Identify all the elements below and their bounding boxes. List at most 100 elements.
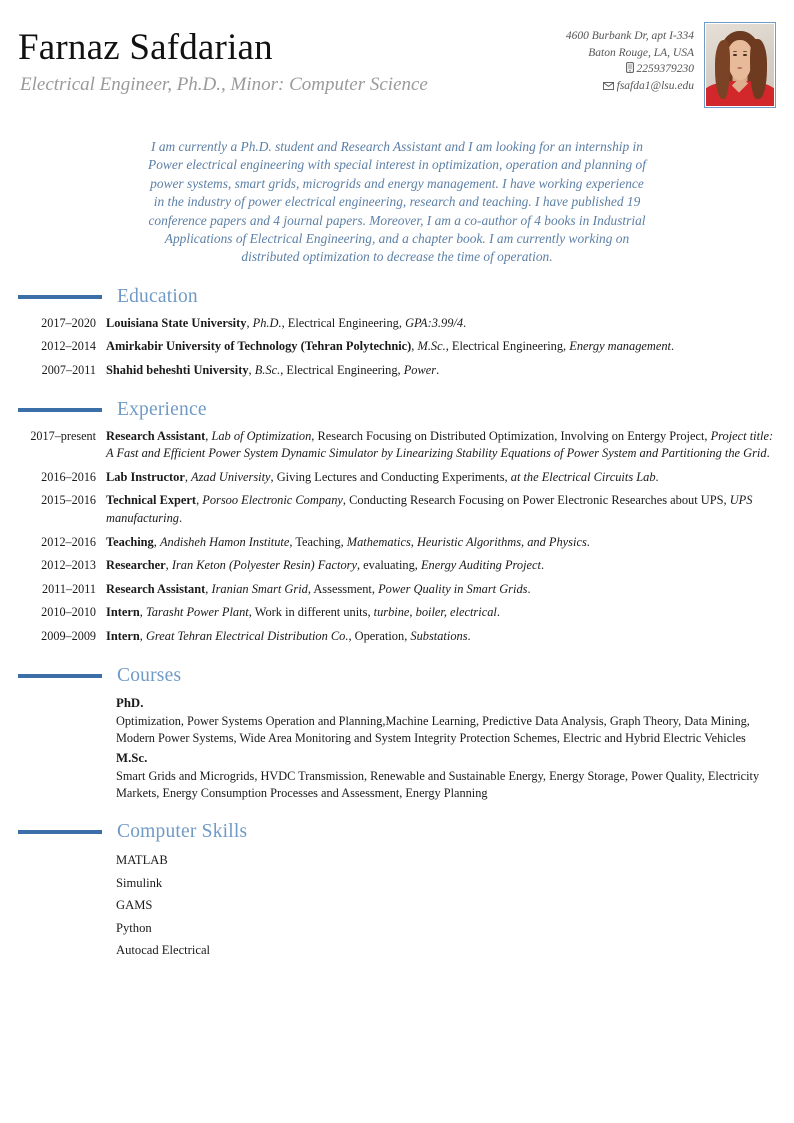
experience-role: Lab Instructor — [106, 469, 185, 484]
education-entry: 2017–2020 Louisiana State University, Ph.… — [18, 315, 776, 333]
photo-eye-right — [743, 53, 747, 56]
computer-skill-label: GAMS — [116, 898, 153, 913]
computer-skill-item: MATLAB — [116, 850, 776, 870]
contact-address-line1: 4600 Burbank Dr, apt I-334 — [565, 30, 694, 42]
experience-role: Research Assistant — [106, 581, 206, 596]
entry-date: 2017–2020 — [41, 315, 96, 330]
education-detail: GPA:3.99/4 — [405, 315, 464, 330]
entry-date: 2009–2009 — [41, 628, 96, 643]
profile-summary: I am currently a Ph.D. student and Resea… — [148, 139, 646, 265]
photo-hair-right — [750, 38, 767, 100]
contact-email-line: fsafda1@lsu.edu — [464, 78, 694, 95]
envelope-icon — [602, 78, 614, 95]
avatar — [704, 22, 776, 108]
section-header-courses: Courses — [18, 664, 776, 688]
section-experience: Experience 2017–present Research Assistan… — [0, 398, 794, 646]
section-education: Education 2017–2020 Louisiana State Unive… — [0, 285, 794, 380]
experience-entry-list: 2017–present Research Assistant, Lab of O… — [18, 428, 776, 646]
courses-group-label: M.Sc. — [116, 750, 148, 765]
experience-org: Porsoo Electronic Company — [202, 493, 343, 508]
courses-group-label: PhD. — [116, 695, 144, 710]
education-entry-list: 2017–2020 Louisiana State University, Ph.… — [18, 315, 776, 380]
experience-detail: at the Electrical Circuits Lab — [510, 469, 656, 484]
section-title-education: Education — [117, 285, 198, 307]
section-header-education: Education — [18, 285, 776, 309]
computer-skill-label: Simulink — [116, 875, 163, 890]
entry-date: 2011–2011 — [42, 581, 96, 596]
contact-phone-value[interactable]: 2259379230 — [636, 63, 695, 75]
mobile-phone-icon — [625, 61, 634, 78]
header-subtitle: Electrical Engineer, Ph.D., Minor: Compu… — [20, 74, 428, 95]
courses-group-text: Optimization, Power Systems Operation an… — [116, 713, 750, 745]
experience-detail: turbine, boiler, electrical — [373, 605, 497, 620]
experience-org: Iran Keton (Polyester Resin) Factory — [171, 558, 357, 573]
entry-body: Lab Instructor, Azad University, Giving … — [106, 469, 659, 484]
contact-block: 4600 Burbank Dr, apt I-334 Baton Rouge, … — [464, 28, 694, 94]
education-degree: Ph.D. — [252, 315, 282, 330]
experience-entry: 2017–present Research Assistant, Lab of O… — [18, 428, 776, 463]
education-entry: 2012–2014 Amirkabir University of Technol… — [18, 338, 776, 356]
computer-skill-label: Autocad Electrical — [116, 943, 211, 957]
courses-group-list: PhD. Optimization, Power Systems Operatio… — [18, 694, 776, 803]
experience-entry: 2012–2016 Teaching, Andisheh Hamon Instit… — [18, 534, 776, 552]
experience-role: Technical Expert — [106, 493, 197, 508]
experience-org: Lab of Optimization — [211, 428, 312, 443]
computer-skill-label: Python — [116, 920, 152, 935]
experience-entry: 2011–2011 Research Assistant, Iranian Sma… — [18, 581, 776, 599]
entry-body: Technical Expert, Porsoo Electronic Comp… — [106, 493, 753, 525]
entry-body: Shahid beheshti University, B.Sc., Elect… — [106, 363, 440, 378]
header: Farnaz Safdarian Electrical Engineer, Ph… — [0, 0, 794, 112]
section-title-experience: Experience — [117, 398, 207, 420]
entry-date: 2012–2014 — [41, 339, 96, 354]
education-org: Shahid beheshti University — [106, 363, 249, 378]
experience-detail: Mathematics, Heuristic Algorithms, and P… — [346, 534, 587, 549]
portrait-photo — [706, 24, 774, 106]
education-org: Louisiana State University — [106, 315, 247, 330]
page-title: Farnaz Safdarian — [18, 27, 273, 68]
courses-group: M.Sc. Smart Grids and Microgrids, HVDC Tr… — [116, 749, 776, 802]
contact-email-value[interactable]: fsafda1@lsu.edu — [616, 79, 694, 92]
experience-detail: Project title: A Fast and Efficient Powe… — [106, 428, 774, 461]
computer-skill-label: MATLAB — [116, 853, 168, 868]
section-header-computer-skills: Computer Skills — [18, 820, 776, 844]
experience-org: Great Tehran Electrical Distribution Co. — [145, 628, 349, 643]
education-org: Amirkabir University of Technology (Tehr… — [106, 339, 412, 354]
experience-entry: 2012–2013 Researcher, Iran Keton (Polyest… — [18, 557, 776, 575]
experience-role: Intern — [106, 605, 140, 620]
education-detail: Energy management — [569, 339, 671, 354]
entry-body: Louisiana State University, Ph.D., Elect… — [106, 315, 467, 330]
experience-entry: 2009–2009 Intern, Great Tehran Electrical… — [18, 628, 776, 646]
computer-skill-item: GAMS — [116, 895, 776, 915]
photo-mouth — [737, 66, 743, 69]
section-rule — [18, 294, 102, 299]
education-degree: M.Sc. — [417, 339, 446, 354]
entry-body: Researcher, Iran Keton (Polyester Resin)… — [106, 558, 545, 573]
entry-date: 2012–2016 — [41, 534, 96, 549]
entry-body: Intern, Great Tehran Electrical Distribu… — [106, 628, 471, 643]
photo-eyebrow-right — [743, 50, 748, 52]
section-header-experience: Experience — [18, 398, 776, 422]
experience-org: Azad University — [191, 469, 271, 484]
experience-entry: 2015–2016 Technical Expert, Porsoo Electr… — [18, 492, 776, 527]
section-courses: Courses PhD. Optimization, Power Systems … — [0, 664, 794, 803]
entry-date: 2016–2016 — [41, 469, 96, 484]
section-title-computer-skills: Computer Skills — [117, 821, 248, 843]
entry-date: 2007–2011 — [41, 363, 96, 378]
entry-date: 2012–2013 — [41, 558, 96, 573]
entry-date: 2017–present — [30, 428, 96, 443]
section-rule — [18, 407, 102, 412]
computer-skill-item: Autocad Electrical — [116, 940, 776, 960]
education-entry: 2007–2011 Shahid beheshti University, B.S… — [18, 362, 776, 380]
experience-entry: 2016–2016 Lab Instructor, Azad University… — [18, 469, 776, 487]
experience-role: Teaching — [106, 534, 154, 549]
section-rule — [18, 673, 102, 678]
section-rule — [18, 830, 102, 835]
experience-detail: Substations — [410, 628, 468, 643]
entry-body: Teaching, Andisheh Hamon Institute, Teac… — [106, 534, 590, 549]
entry-body: Amirkabir University of Technology (Tehr… — [106, 339, 675, 354]
entry-body: Research Assistant, Lab of Optimization,… — [106, 428, 774, 461]
photo-hair-left — [714, 40, 730, 100]
computer-skill-item: Simulink — [116, 873, 776, 893]
entry-date: 2010–2010 — [41, 605, 96, 620]
